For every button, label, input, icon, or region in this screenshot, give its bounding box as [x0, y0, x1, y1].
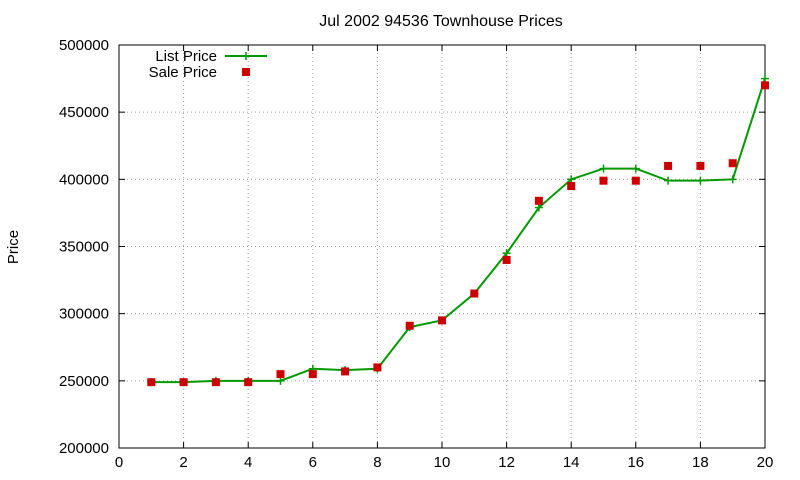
list-price-line — [151, 78, 766, 384]
sale-price-point — [470, 289, 479, 298]
sale-price-point — [567, 182, 576, 191]
sale-price-point — [696, 161, 705, 170]
chart-title: Jul 2002 94536 Townhouse Prices — [319, 13, 562, 30]
x-tick-label: 16 — [627, 454, 644, 471]
sale-price-point — [761, 81, 769, 90]
sale-price-point — [373, 363, 382, 372]
sale-price-point — [502, 255, 511, 264]
x-tick-label: 14 — [563, 454, 580, 471]
sale-price-point — [534, 196, 543, 205]
y-axis-label: Price — [5, 230, 22, 264]
sale-price-point — [147, 378, 156, 387]
y-tick-label: 500000 — [59, 37, 109, 54]
list-price-point — [276, 376, 285, 385]
y-tick-label: 300000 — [59, 306, 109, 323]
sale-price-point — [341, 367, 350, 376]
list-price-point — [567, 175, 576, 184]
legend: List Price Sale Price — [149, 48, 267, 81]
sale-price-point — [438, 316, 446, 325]
tick-labels: 0 2 4 6 8 10 12 14 16 18 20 200000 250000 300000 35000… — [59, 37, 773, 471]
series-0 — [147, 74, 769, 387]
list-price-point — [534, 203, 543, 212]
x-tick-label: 2 — [179, 454, 187, 471]
y-tick-label: 450000 — [59, 104, 109, 121]
sale-price-point — [631, 176, 640, 185]
legend-marker-sale-price — [242, 68, 250, 76]
x-tick-label: 8 — [373, 454, 381, 471]
legend-label-sale-price: Sale Price — [149, 64, 217, 81]
x-tick-label: 18 — [692, 454, 709, 471]
y-tick-label: 200000 — [59, 440, 109, 457]
y-tick-label: 400000 — [59, 171, 109, 188]
sale-price-point — [664, 161, 673, 170]
sale-price-point — [728, 159, 737, 168]
grid-lines — [119, 45, 765, 448]
series-layer — [147, 74, 769, 387]
legend-marker-list-price — [242, 52, 250, 60]
x-tick-label: 20 — [757, 454, 774, 471]
x-tick-label: 12 — [498, 454, 515, 471]
x-tick-label: 4 — [244, 454, 252, 471]
list-price-point — [631, 164, 640, 173]
x-tick-label: 6 — [309, 454, 317, 471]
list-price-point — [599, 164, 608, 173]
sale-price-point — [179, 378, 188, 387]
plot-frame — [118, 44, 766, 449]
sale-price-point — [599, 176, 608, 185]
legend-label-list-price: List Price — [155, 48, 217, 65]
y-tick-label: 250000 — [59, 373, 109, 390]
list-price-point — [696, 176, 705, 185]
sale-price-point — [276, 370, 285, 379]
x-tick-label: 0 — [115, 454, 123, 471]
list-price-point — [761, 74, 769, 83]
list-price-point — [502, 249, 511, 258]
sale-price-point — [405, 321, 414, 330]
x-tick-label: 10 — [434, 454, 451, 471]
list-price-point — [728, 175, 737, 184]
sale-price-point — [211, 378, 220, 387]
sale-price-point — [244, 378, 253, 387]
list-price-point — [664, 176, 673, 185]
sale-price-point — [308, 370, 317, 379]
series-1 — [147, 81, 769, 387]
y-tick-label: 350000 — [59, 239, 109, 256]
